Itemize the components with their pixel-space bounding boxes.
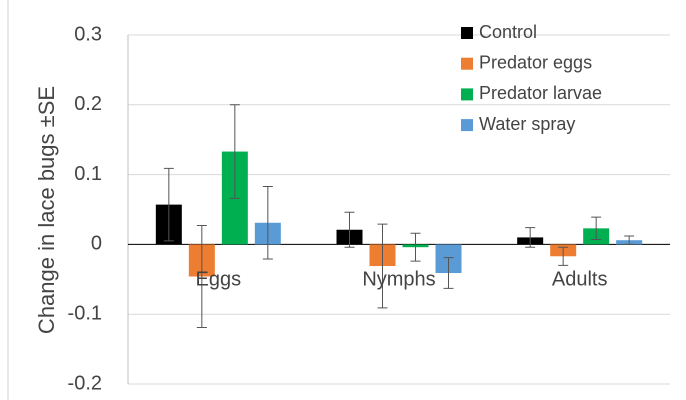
error-bar (163, 167, 174, 242)
y-tick-label: 0.3 (74, 23, 102, 45)
error-bar (196, 225, 207, 328)
legend-label: Water spray (479, 114, 575, 134)
x-tick-label: Adults (552, 268, 608, 290)
y-axis-title: Change in lace bugs ±SE (34, 86, 59, 334)
y-tick-label: 0 (91, 233, 102, 255)
legend-swatch (461, 88, 473, 101)
error-bar (377, 223, 388, 309)
legend-label: Predator eggs (479, 52, 592, 72)
legend-swatch (461, 57, 473, 70)
error-bar (525, 227, 536, 248)
error-bar (558, 246, 569, 266)
error-bar (229, 104, 240, 199)
y-tick-label: 0.1 (74, 163, 102, 185)
legend-swatch (461, 119, 473, 132)
error-bar (624, 235, 635, 245)
error-bar (410, 232, 421, 262)
y-tick-label: -0.2 (68, 372, 102, 394)
x-tick-label: Nymphs (362, 268, 435, 290)
legend-label: Control (479, 22, 537, 42)
error-bar (262, 185, 273, 260)
y-tick-label: -0.1 (68, 302, 102, 324)
legend-swatch (461, 27, 473, 39)
x-tick-label: Eggs (196, 268, 242, 290)
y-tick-label: 0.2 (74, 93, 102, 115)
legend-label: Predator larvae (479, 83, 602, 103)
error-bar (344, 211, 355, 248)
error-bar (443, 257, 454, 289)
error-bar (591, 216, 602, 241)
